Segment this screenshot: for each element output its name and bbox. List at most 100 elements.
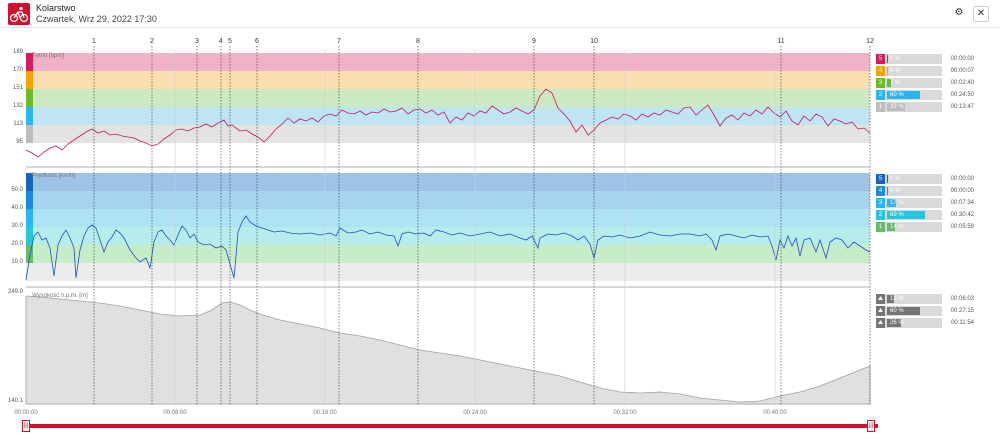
hr-zone-time: 00:24:50 — [950, 92, 974, 98]
altitude-zone-row: ⛰ 13 % — [876, 294, 942, 304]
hr-tick: 95 — [16, 139, 23, 145]
altitude-zone-row: ⛰ 26 % — [876, 318, 942, 328]
hr-zone-number: 5 — [876, 54, 885, 64]
speed-tick: 30.0 — [11, 223, 23, 229]
hr-zone-2-band — [26, 107, 870, 125]
hr-zone-fill — [887, 91, 920, 99]
lap-marker-3[interactable]: 3 — [195, 38, 199, 45]
hr-zone-percent: 0 % — [890, 56, 901, 62]
hr-zone-percent: 60 % — [890, 92, 904, 98]
uphill-icon: ⛰ — [876, 294, 885, 304]
cycling-icon — [8, 3, 30, 25]
hr-zone-time: 00:02:40 — [950, 80, 974, 86]
hr-zone-4-band — [26, 71, 870, 89]
time-label: 00:40:00 — [763, 410, 787, 416]
altitude-zone-percent: 26 % — [890, 320, 904, 326]
timeline-start-handle[interactable]: ||| — [22, 420, 30, 432]
settings-button[interactable]: ⚙ — [951, 6, 967, 22]
altitude-tick: 249.0 — [7, 289, 23, 295]
gear-icon: ⚙ — [954, 7, 964, 18]
time-label: 00:24:00 — [463, 410, 487, 416]
flat-icon: ⛰ — [876, 306, 885, 316]
lap-marker-10[interactable]: 10 — [590, 38, 598, 45]
hr-zone-number: 4 — [876, 66, 885, 76]
speed-panel-label: Prędkość [km/h] — [32, 173, 76, 179]
speed-zone-row: 3 17 % — [876, 198, 942, 208]
speed-zone-fill — [887, 199, 896, 207]
hr-zone-number: 1 — [876, 102, 885, 112]
hr-zone-time: 00:00:07 — [950, 68, 974, 74]
lap-markers — [93, 46, 871, 406]
speed-tick: 10.0 — [11, 259, 23, 265]
lap-marker-1[interactable]: 1 — [92, 38, 96, 45]
speed-zone-percent: 0 % — [890, 188, 901, 194]
close-button[interactable]: ✕ — [973, 6, 989, 22]
hr-panel-label: Tętno [bpm] — [32, 53, 65, 59]
close-icon: ✕ — [976, 8, 986, 19]
altitude-zone-percent: 13 % — [890, 296, 904, 302]
hr-zone-1-band — [26, 125, 870, 143]
speed-zone-time: 00:00:00 — [950, 176, 974, 182]
speed-panel — [25, 173, 871, 288]
speed-zone-number: 5 — [876, 174, 885, 184]
altitude-tick: 140.1 — [7, 398, 23, 404]
lap-marker-2[interactable]: 2 — [150, 38, 154, 45]
speed-zone-row: 2 69 % — [876, 210, 942, 220]
lap-marker-12[interactable]: 12 — [866, 38, 874, 45]
timeline-end-handle[interactable]: ||| — [867, 420, 875, 432]
hr-zone-5-band — [26, 53, 870, 71]
altitude-zone-time: 00:11:54 — [951, 320, 974, 326]
speed-zone-percent: 69 % — [890, 212, 904, 218]
hr-zone-row: 3 7 % — [876, 78, 942, 88]
altitude-panel — [25, 292, 871, 405]
lap-marker-11[interactable]: 11 — [777, 38, 785, 45]
hr-panel — [25, 50, 871, 168]
speed-zone-percent: 0 % — [890, 176, 901, 182]
hr-zone-number: 3 — [876, 78, 885, 88]
time-label: 00:08:00 — [163, 410, 187, 416]
hr-tick: 132 — [12, 103, 23, 109]
hr-zone-row: 2 60 % — [876, 90, 942, 100]
speed-zone-number: 1 — [876, 222, 885, 232]
speed-zone-fill — [887, 175, 888, 183]
downhill-icon: ⛰ — [876, 318, 885, 328]
altitude-zone-time: 00:27:15 — [950, 308, 974, 314]
heart-rate-line — [25, 88, 871, 158]
hr-zone-fill — [887, 103, 905, 111]
altitude-area — [25, 295, 871, 405]
hr-tick: 189 — [12, 49, 23, 55]
hr-zone-3-band — [26, 89, 870, 107]
speed-tick: 40.0 — [11, 205, 23, 211]
hr-zone-row: 5 0 % — [876, 54, 942, 64]
speed-tick: 20.0 — [11, 241, 23, 247]
lap-marker-8[interactable]: 8 — [416, 38, 420, 45]
hr-zone-row: 1 32 % — [876, 102, 942, 112]
hr-tick: 151 — [12, 85, 23, 91]
lap-marker-6[interactable]: 6 — [255, 38, 259, 45]
hr-zone-row: 4 0 % — [876, 66, 942, 76]
timeline-range-slider[interactable] — [22, 424, 878, 428]
hr-zone-percent: 32 % — [890, 104, 904, 110]
hr-zone-percent: 0 % — [890, 68, 901, 74]
time-label: 00:32:00 — [613, 410, 637, 416]
speed-zone-fill — [887, 223, 895, 231]
speed-zone-fill — [887, 187, 888, 195]
activity-date: Czwartek, Wrz 29, 2022 17:30 — [36, 14, 157, 24]
speed-zone-percent: 17 % — [890, 200, 904, 206]
activity-title: Kolarstwo — [36, 3, 76, 13]
altitude-zone-row: ⛰ 60 % — [876, 306, 942, 316]
speed-zone-number: 3 — [876, 198, 885, 208]
hr-zone-time: 00:00:00 — [950, 56, 974, 62]
lap-marker-9[interactable]: 9 — [532, 38, 536, 45]
hr-zone-time: 00:13:47 — [950, 104, 974, 110]
speed-zone-time: 00:05:59 — [950, 224, 974, 230]
altitude-zone-time: 00:06:03 — [950, 296, 974, 302]
lap-marker-5[interactable]: 5 — [228, 38, 232, 45]
hr-tick: 113 — [13, 121, 23, 127]
speed-zone-percent: 14 % — [890, 224, 904, 230]
lap-marker-4[interactable]: 4 — [219, 38, 223, 45]
speed-tick: 50.0 — [11, 187, 23, 193]
lap-marker-7[interactable]: 7 — [337, 38, 341, 45]
speed-zone-time: 00:00:00 — [950, 188, 974, 194]
